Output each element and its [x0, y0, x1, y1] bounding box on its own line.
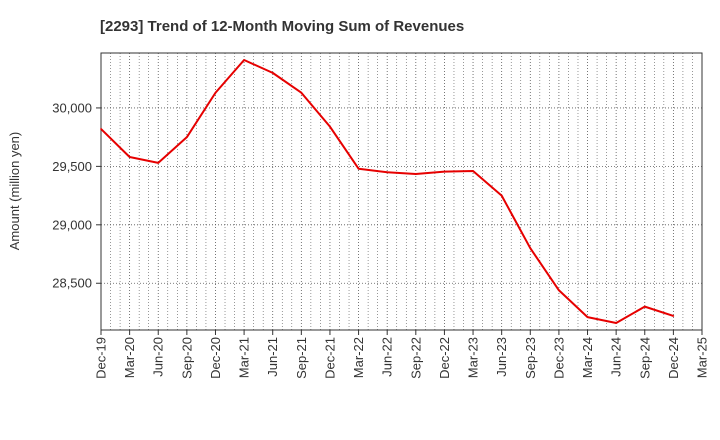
data-point	[300, 91, 303, 94]
y-tick-label: 30,000	[52, 100, 92, 115]
data-point	[643, 305, 646, 308]
grid	[101, 53, 702, 330]
data-point	[529, 247, 532, 249]
series	[100, 59, 675, 324]
data-point	[672, 315, 675, 317]
data-point	[186, 136, 188, 138]
x-tick-label: Dec-24	[666, 337, 681, 379]
x-tick-label: Jun-22	[380, 337, 395, 377]
data-point	[157, 162, 160, 164]
y-tick-label: 29,500	[52, 159, 92, 174]
data-point	[357, 167, 360, 170]
x-tick-label: Mar-24	[580, 337, 595, 378]
x-tick-label: Dec-19	[94, 337, 109, 379]
data-point	[329, 125, 331, 128]
x-tick-label: Jun-24	[609, 337, 624, 377]
chart-title: [2293] Trend of 12-Month Moving Sum of R…	[100, 18, 464, 35]
data-point	[472, 170, 474, 172]
data-point	[128, 156, 131, 158]
y-tick-labels: 28,500 29,000 29,500 30,000	[52, 100, 92, 290]
y-tick-label: 28,500	[52, 276, 92, 291]
x-tick-label: Mar-20	[122, 337, 137, 378]
axes	[96, 52, 703, 335]
y-axis-label: Amount (million yen)	[7, 132, 22, 251]
data-point	[243, 59, 245, 61]
x-tick-label: Jun-21	[265, 337, 280, 377]
x-tick-label: Dec-20	[208, 337, 223, 379]
x-tick-label: Sep-22	[408, 337, 423, 379]
data-point	[558, 289, 560, 292]
x-tick-label: Mar-25	[695, 337, 710, 378]
x-tick-label: Sep-23	[523, 337, 538, 379]
x-tick-label: Sep-24	[637, 337, 652, 379]
x-tick-labels: Dec-19 Mar-20 Jun-20 Sep-20 Dec-20 Mar-21 Jun-…	[94, 337, 710, 379]
x-tick-label: Dec-21	[322, 337, 337, 379]
x-tick-label: Dec-23	[551, 337, 566, 379]
x-tick-label: Sep-21	[294, 337, 309, 379]
x-tick-label: Mar-23	[466, 337, 481, 378]
data-point	[214, 91, 217, 94]
plot-frame	[100, 52, 703, 331]
x-tick-label: Mar-22	[351, 337, 366, 378]
x-tick-label: Sep-20	[179, 337, 194, 379]
data-point	[443, 170, 446, 173]
data-point	[615, 322, 617, 324]
data-point	[100, 128, 102, 130]
data-point	[271, 72, 274, 74]
x-tick-label: Mar-21	[237, 337, 252, 378]
x-tick-label: Jun-20	[151, 337, 166, 377]
data-point	[500, 194, 503, 197]
x-tick-label: Jun-23	[494, 337, 509, 377]
data-point	[415, 173, 417, 175]
y-tick-label: 29,000	[52, 217, 92, 232]
data-point	[586, 316, 589, 318]
x-tick-label: Dec-22	[437, 337, 452, 379]
data-point	[386, 171, 388, 174]
